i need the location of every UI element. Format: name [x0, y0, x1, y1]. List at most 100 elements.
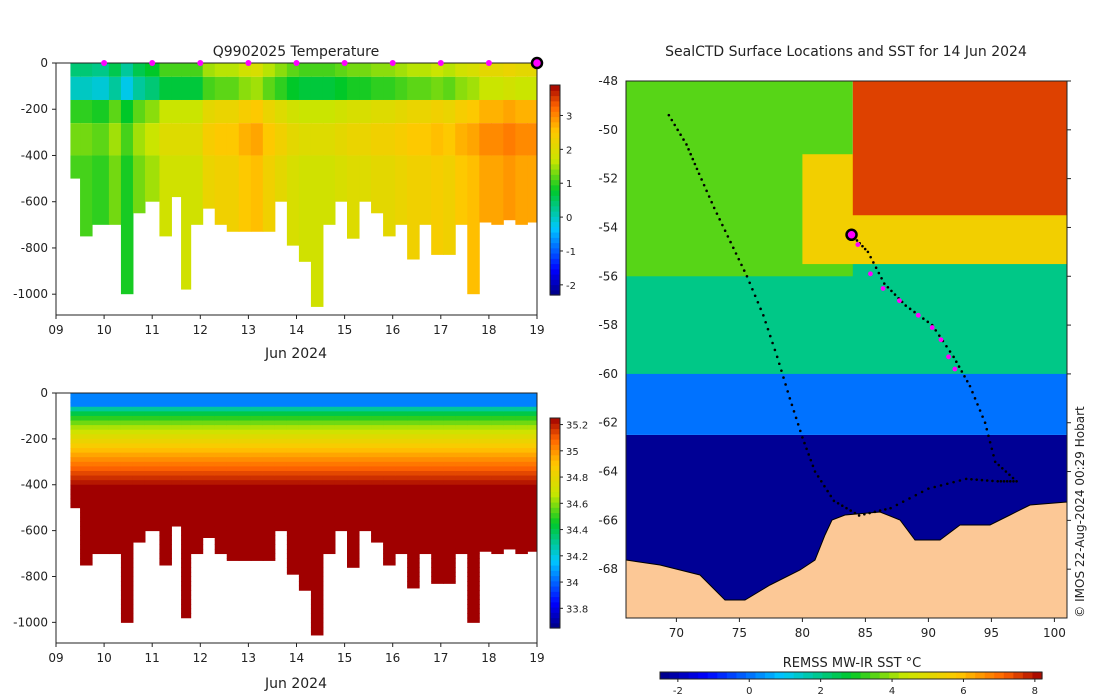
salinity-cell — [286, 521, 300, 527]
salinity-cell — [262, 443, 276, 449]
salinity-cell — [274, 470, 288, 477]
map-lon-tick-label: 70 — [669, 626, 684, 640]
sst-map-title: SealCTD Surface Locations and SST for 14… — [665, 44, 1027, 60]
salinity-cell — [431, 553, 444, 559]
temperature-cell — [159, 155, 172, 237]
salinity-cell — [238, 553, 252, 559]
track-location — [813, 470, 817, 473]
salinity-cell — [479, 434, 492, 440]
salinity-cell — [70, 498, 81, 504]
salinity-cell — [359, 521, 372, 527]
temperature-cell — [226, 76, 240, 100]
sst-colorbar-bin — [803, 672, 814, 679]
salinity-cell — [431, 512, 444, 518]
salinity-cell — [202, 526, 216, 532]
salinity-colorbar-bin — [550, 622, 560, 629]
salinity-cell — [527, 507, 537, 513]
salinity-cell — [108, 544, 122, 550]
salinity-cell — [347, 498, 360, 504]
salinity-cell — [322, 393, 336, 399]
salinity-cell — [298, 503, 312, 509]
salinity-cell — [491, 507, 504, 513]
salinity-cell — [334, 429, 348, 435]
temperature-cell — [322, 99, 336, 124]
sst-colorbar-bin — [745, 672, 757, 679]
salinity-cell — [515, 507, 528, 513]
salinity-cell — [144, 429, 160, 435]
salinity-cell — [108, 526, 122, 532]
sst-colorbar-bin — [841, 672, 852, 679]
sst-colorbar-bin — [736, 672, 747, 679]
salinity-cell — [298, 498, 312, 504]
salinity-cell — [120, 475, 134, 481]
salinity-cell — [455, 411, 468, 417]
salinity-cell — [479, 512, 492, 518]
salinity-cell — [467, 448, 480, 454]
salinity-cell — [92, 457, 110, 463]
salinity-cell — [322, 397, 336, 403]
salinity-cell — [144, 434, 160, 440]
temperature-cell — [214, 63, 228, 77]
salinity-cell — [431, 415, 444, 422]
salinity-cell — [455, 397, 468, 403]
salinity-cell — [298, 470, 312, 477]
salinity-cell — [443, 448, 456, 454]
salinity-cell — [431, 489, 444, 495]
track-location — [786, 390, 789, 393]
map-lat-tick-label: -52 — [598, 172, 618, 186]
salinity-cell — [144, 452, 160, 458]
salinity-cell — [92, 516, 110, 522]
salinity-section-panel: 0-200-400-600-800-1000 09 10 11 12 13 14 15 16 1… — [13, 386, 588, 692]
salinity-cell — [226, 480, 240, 486]
salinity-colorbar-bin — [550, 607, 560, 613]
salinity-cell — [322, 521, 336, 527]
salinity-cell — [132, 397, 146, 403]
salinity-cell — [262, 480, 276, 486]
salinity-cell — [70, 434, 81, 440]
salinity-cell — [491, 438, 504, 444]
salinity-cell — [322, 530, 336, 536]
salinity-cell — [310, 397, 324, 403]
track-location — [796, 423, 800, 426]
temperature-cell — [503, 63, 516, 77]
salinity-cell — [407, 530, 420, 536]
temperature-cell — [214, 76, 228, 100]
salinity-cell — [395, 452, 408, 458]
salinity-cell — [467, 503, 480, 509]
salinity-cell — [92, 475, 110, 481]
salinity-cell — [419, 539, 432, 545]
track-location — [948, 350, 952, 353]
salinity-cell — [181, 581, 192, 587]
salinity-cell — [171, 503, 182, 509]
temperature-x-tick-label: 19 — [529, 323, 544, 337]
salinity-cell — [70, 397, 81, 403]
salinity-cell — [347, 448, 360, 454]
salinity-cell — [407, 544, 420, 550]
salinity-cell — [108, 507, 122, 513]
salinity-colorbar-tick-label: 35 — [566, 447, 579, 458]
salinity-cell — [80, 406, 93, 412]
salinity-cell — [190, 402, 204, 408]
map-lat-tick-label: -56 — [598, 269, 618, 283]
track-location — [768, 334, 772, 338]
salinity-cell — [108, 397, 122, 403]
salinity-cell — [238, 498, 252, 504]
temperature-colorbar-bin — [550, 237, 560, 244]
temperature-cell — [479, 123, 492, 156]
temperature-cell — [419, 76, 432, 100]
salinity-cell — [419, 443, 432, 449]
salinity-cell — [359, 406, 372, 412]
salinity-cell — [310, 438, 324, 444]
salinity-cell — [310, 571, 324, 577]
sst-colorbar-bin — [784, 672, 795, 679]
salinity-cell — [238, 406, 252, 412]
salinity-cell — [92, 402, 110, 408]
salinity-cell — [214, 466, 228, 472]
salinity-cell — [132, 470, 146, 477]
temperature-cell — [108, 155, 122, 225]
salinity-cell — [383, 516, 396, 522]
salinity-cell — [274, 503, 288, 509]
salinity-cell — [132, 521, 146, 527]
salinity-cell — [347, 516, 360, 522]
temperature-cell — [70, 99, 81, 124]
